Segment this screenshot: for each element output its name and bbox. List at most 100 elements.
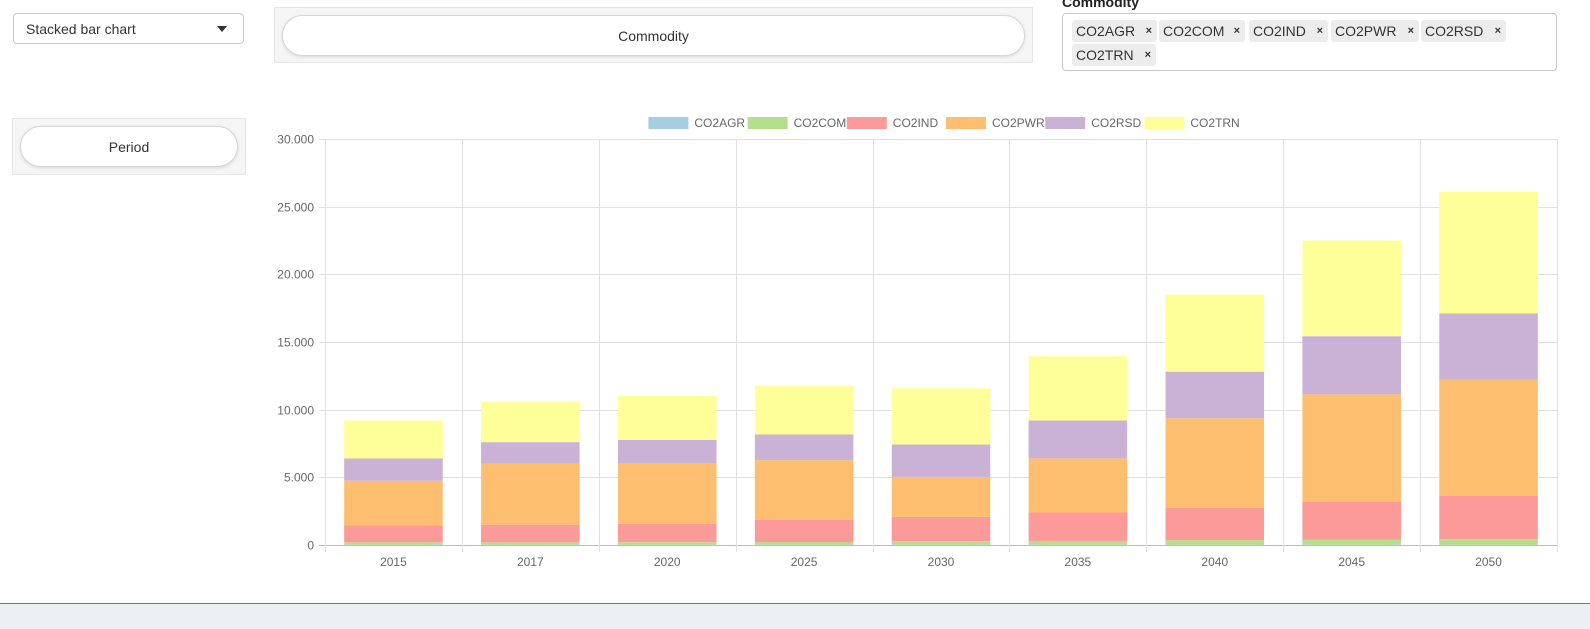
bar-segment-co2ind [617,523,717,543]
remove-icon[interactable]: × [1144,49,1151,61]
y-tick-label: 5.000 [284,471,314,485]
y-tick-label: 10.000 [277,404,314,418]
remove-icon[interactable]: × [1407,25,1414,37]
period-row-button[interactable]: Period [20,126,238,167]
x-tick-label: 2040 [1201,555,1228,569]
bar-segment-co2ind [1165,507,1265,541]
bar-segment-co2ind [1302,501,1401,540]
x-tick-label: 2035 [1065,555,1092,569]
bar-segment-co2trn [891,388,991,445]
bar-segment-co2rsd [891,444,991,477]
bar-segment-co2com [1165,540,1265,545]
bar-segment-co2trn [754,385,854,435]
bar-segment-co2trn [1439,191,1538,314]
bar-segment-co2pwr [344,480,443,526]
bar-segment-co2ind [1439,496,1538,540]
tag-co2agr[interactable]: CO2AGR × [1072,20,1157,42]
bar-segment-co2com [481,542,580,545]
bar-segment-co2ind [754,519,854,543]
bar-segment-co2pwr [617,462,717,524]
bar-segment-co2rsd [1302,336,1401,395]
bar-segment-co2pwr [891,476,991,517]
legend-swatch [1045,117,1086,129]
bar-segment-co2rsd [344,458,443,481]
y-tick-label: 20.000 [277,268,314,282]
x-tick-label: 2017 [517,555,544,569]
bar-segment-co2trn [481,401,580,443]
bar-segment-co2trn [1302,240,1401,337]
x-tick-label: 2025 [791,555,818,569]
chart-type-value: Stacked bar chart [26,20,136,37]
bar-segment-co2com [617,542,717,545]
tag-label: CO2RSD [1425,23,1484,39]
y-axis: 0 5.000 10.000 15.000 20.000 25.000 30.000 [277,133,314,553]
x-tick-label: 2045 [1338,555,1365,569]
bar-segment-co2com [1439,539,1538,545]
bar-segment-co2com [754,542,854,545]
bar-segment-co2trn [1028,356,1128,421]
bar-segment-co2com [344,542,443,545]
tag-co2pwr[interactable]: CO2PWR × [1331,20,1419,42]
tag-co2ind[interactable]: CO2IND × [1249,20,1328,42]
bar-segment-co2ind [891,516,991,542]
tag-co2rsd[interactable]: CO2RSD × [1421,20,1506,42]
bar-segment-co2rsd [1439,313,1538,380]
bar-segment-co2ind [344,525,443,543]
tag-label: CO2COM [1163,23,1225,39]
chart-type-select[interactable]: Stacked bar chart [13,13,244,44]
y-tick-label: 15.000 [277,336,314,350]
remove-icon[interactable]: × [1233,25,1240,37]
bar-segment-co2pwr [1165,418,1265,508]
bar-segment-co2pwr [754,460,854,520]
bar-segment-co2com [1028,540,1128,545]
caret-down-icon [217,26,227,32]
x-tick-label: 2050 [1475,555,1502,569]
bar-segment-co2pwr [1302,394,1401,502]
legend-swatch [946,117,986,129]
y-tick-label: 30.000 [277,133,314,147]
commodity-multiselect[interactable]: CO2AGR × CO2COM × CO2IND × CO2PWR × CO2R… [1062,13,1557,71]
bar-segment-co2rsd [481,442,580,464]
bar-segment-co2trn [1165,294,1265,372]
legend-label: CO2IND [893,116,939,130]
remove-icon[interactable]: × [1316,25,1323,37]
tag-label: CO2IND [1253,23,1306,39]
tag-co2trn[interactable]: CO2TRN × [1072,44,1156,66]
bar-segment-co2pwr [481,463,580,525]
legend-swatch [1144,117,1185,129]
footer-bar [0,603,1590,629]
x-tick-label: 2015 [380,555,407,569]
tag-label: CO2PWR [1335,23,1397,39]
y-tick-label: 0 [307,539,314,553]
bar-segment-co2trn [344,420,443,459]
tag-label: CO2TRN [1076,47,1134,63]
legend-label: CO2TRN [1190,116,1239,130]
bar-segment-co2pwr [1439,379,1538,497]
chart-legend: CO2AGR CO2COM CO2IND CO2PWR CO2RSD CO2TRN [648,116,1240,130]
bar-segment-co2com [1302,539,1401,545]
legend-swatch [846,117,887,129]
legend-swatch [648,117,689,129]
remove-icon[interactable]: × [1494,25,1501,37]
tag-co2com[interactable]: CO2COM × [1159,20,1245,42]
x-axis: 2015 2017 2020 2025 2030 2035 2040 2045 2050 [380,555,1502,569]
x-tick-label: 2030 [928,555,955,569]
bar-segment-co2com [891,541,991,545]
legend-label: CO2AGR [694,116,745,130]
bar-segment-co2trn [617,395,717,440]
bar-segment-co2ind [481,524,580,543]
bar-segment-co2pwr [1028,458,1128,513]
bar-segment-co2rsd [1165,371,1265,419]
legend-label: CO2PWR [992,116,1045,130]
legend-swatch [747,117,788,129]
legend-label: CO2COM [794,116,847,130]
commodity-column-button[interactable]: Commodity [282,15,1025,56]
bar-segment-co2rsd [754,434,854,461]
legend-label: CO2RSD [1091,116,1141,130]
bar-segment-co2ind [1028,512,1128,541]
remove-icon[interactable]: × [1145,25,1152,37]
chart-grid [319,139,1558,552]
commodity-filter-label: Commodity [1062,0,1139,10]
y-tick-label: 25.000 [277,201,314,215]
